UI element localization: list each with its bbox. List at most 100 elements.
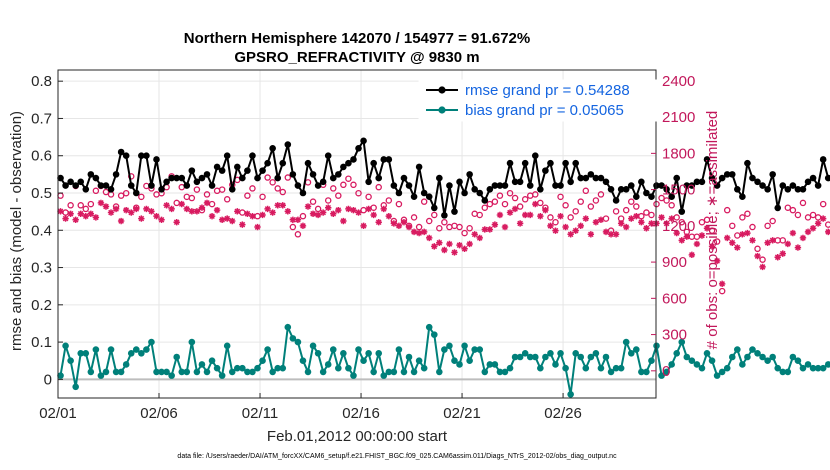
bias-marker bbox=[774, 364, 782, 372]
bias-marker bbox=[375, 349, 383, 357]
assimilated-obs-marker bbox=[663, 220, 670, 227]
possible-obs-marker bbox=[299, 212, 307, 220]
assimilated-obs-marker bbox=[653, 220, 660, 227]
assimilated-obs-marker bbox=[749, 237, 756, 244]
rmse-marker bbox=[638, 178, 645, 186]
bias-marker bbox=[592, 349, 600, 357]
possible-obs-marker bbox=[673, 214, 680, 221]
possible-obs-marker bbox=[355, 189, 362, 197]
bias-marker bbox=[62, 342, 69, 350]
possible-obs-marker bbox=[552, 218, 559, 226]
possible-obs-marker bbox=[501, 200, 509, 208]
y-tick-label-right: 600 bbox=[662, 290, 687, 307]
rmse-marker bbox=[324, 152, 332, 160]
possible-obs-marker bbox=[269, 179, 276, 186]
y-axis-label-left: rmse and bias (model - observation) bbox=[8, 111, 25, 351]
assimilated-obs-marker bbox=[602, 228, 610, 236]
possible-obs-marker bbox=[511, 194, 519, 202]
bias-marker bbox=[446, 342, 453, 350]
possible-obs-marker bbox=[739, 214, 746, 221]
y-tick-label-right: 300 bbox=[662, 327, 687, 344]
rmse-marker bbox=[799, 185, 807, 193]
rmse-marker bbox=[547, 159, 554, 167]
assimilated-obs-marker bbox=[294, 216, 302, 224]
rmse-marker bbox=[592, 174, 600, 182]
rmse-marker bbox=[471, 185, 478, 193]
assimilated-obs-marker bbox=[673, 229, 680, 237]
assimilated-obs-marker bbox=[491, 221, 499, 228]
rmse-marker bbox=[451, 208, 458, 215]
bias-marker bbox=[627, 349, 635, 357]
rmse-marker bbox=[213, 163, 221, 171]
possible-obs-marker bbox=[587, 203, 595, 210]
assimilated-obs-marker bbox=[718, 280, 726, 288]
y-tick-label-right: 900 bbox=[662, 254, 687, 271]
assimilated-obs-marker bbox=[648, 220, 655, 227]
rmse-marker bbox=[784, 185, 792, 193]
assimilated-obs-marker bbox=[431, 243, 438, 250]
legend-label-bias: bias grand pr = 0.05065 bbox=[465, 102, 624, 119]
bias-marker bbox=[567, 390, 574, 398]
bias-marker bbox=[587, 353, 595, 361]
bias-marker bbox=[466, 357, 473, 365]
assimilated-obs-marker bbox=[638, 219, 645, 226]
rmse-marker bbox=[188, 167, 196, 174]
bias-marker bbox=[643, 368, 650, 376]
bias-marker bbox=[284, 323, 292, 331]
rmse-marker bbox=[77, 178, 85, 186]
assimilated-obs-marker bbox=[814, 220, 822, 227]
bias-marker bbox=[385, 368, 393, 376]
rmse-marker bbox=[542, 167, 549, 174]
bias-marker bbox=[223, 342, 231, 350]
rmse-marker bbox=[769, 171, 776, 178]
rmse-marker bbox=[410, 193, 418, 201]
possible-obs-marker bbox=[138, 193, 145, 201]
assimilated-obs-marker bbox=[562, 223, 569, 231]
rmse-marker bbox=[678, 208, 686, 215]
possible-obs-marker bbox=[92, 187, 100, 195]
rmse-marker bbox=[718, 174, 726, 182]
assimilated-obs-marker bbox=[365, 205, 372, 213]
bias-marker bbox=[420, 364, 428, 372]
possible-obs-marker bbox=[62, 209, 69, 216]
rmse-marker bbox=[622, 185, 630, 193]
assimilated-obs-marker bbox=[223, 215, 231, 222]
possible-obs-marker bbox=[769, 217, 776, 225]
possible-obs-marker bbox=[279, 188, 287, 196]
bias-marker bbox=[102, 368, 110, 376]
possible-obs-marker bbox=[127, 173, 135, 180]
rmse-marker bbox=[107, 185, 115, 193]
y-tick-label-right: 1800 bbox=[662, 145, 695, 162]
possible-obs-marker bbox=[824, 221, 830, 228]
rmse-marker bbox=[577, 174, 585, 182]
assimilated-obs-marker bbox=[537, 212, 544, 220]
possible-obs-marker bbox=[481, 204, 489, 211]
bias-marker bbox=[193, 368, 201, 376]
possible-obs-marker bbox=[289, 223, 297, 231]
assimilated-obs-marker bbox=[143, 205, 150, 213]
bias-marker bbox=[380, 372, 388, 379]
possible-obs-marker bbox=[572, 208, 579, 215]
possible-obs-marker bbox=[784, 204, 792, 211]
assimilated-obs-marker bbox=[683, 233, 691, 240]
possible-obs-marker bbox=[431, 211, 438, 219]
rmse-marker bbox=[350, 156, 357, 163]
rmse-marker bbox=[430, 204, 438, 212]
bias-marker bbox=[279, 364, 287, 372]
bias-marker bbox=[249, 368, 256, 376]
bias-marker bbox=[218, 372, 226, 379]
possible-obs-marker bbox=[749, 223, 756, 231]
possible-obs-marker bbox=[547, 214, 554, 221]
assimilated-obs-marker bbox=[794, 244, 802, 251]
rmse-marker bbox=[314, 182, 322, 189]
rmse-marker bbox=[708, 174, 716, 182]
y-tick-label-left: 0.3 bbox=[31, 260, 52, 277]
y-tick-label-right: 1200 bbox=[662, 218, 695, 235]
bias-marker bbox=[744, 353, 751, 361]
bias-marker bbox=[799, 364, 807, 372]
assimilated-obs-marker bbox=[198, 204, 206, 211]
possible-obs-marker bbox=[410, 214, 418, 221]
rmse-marker bbox=[648, 193, 655, 201]
assimilated-obs-marker bbox=[724, 234, 731, 242]
bias-marker bbox=[92, 346, 100, 353]
